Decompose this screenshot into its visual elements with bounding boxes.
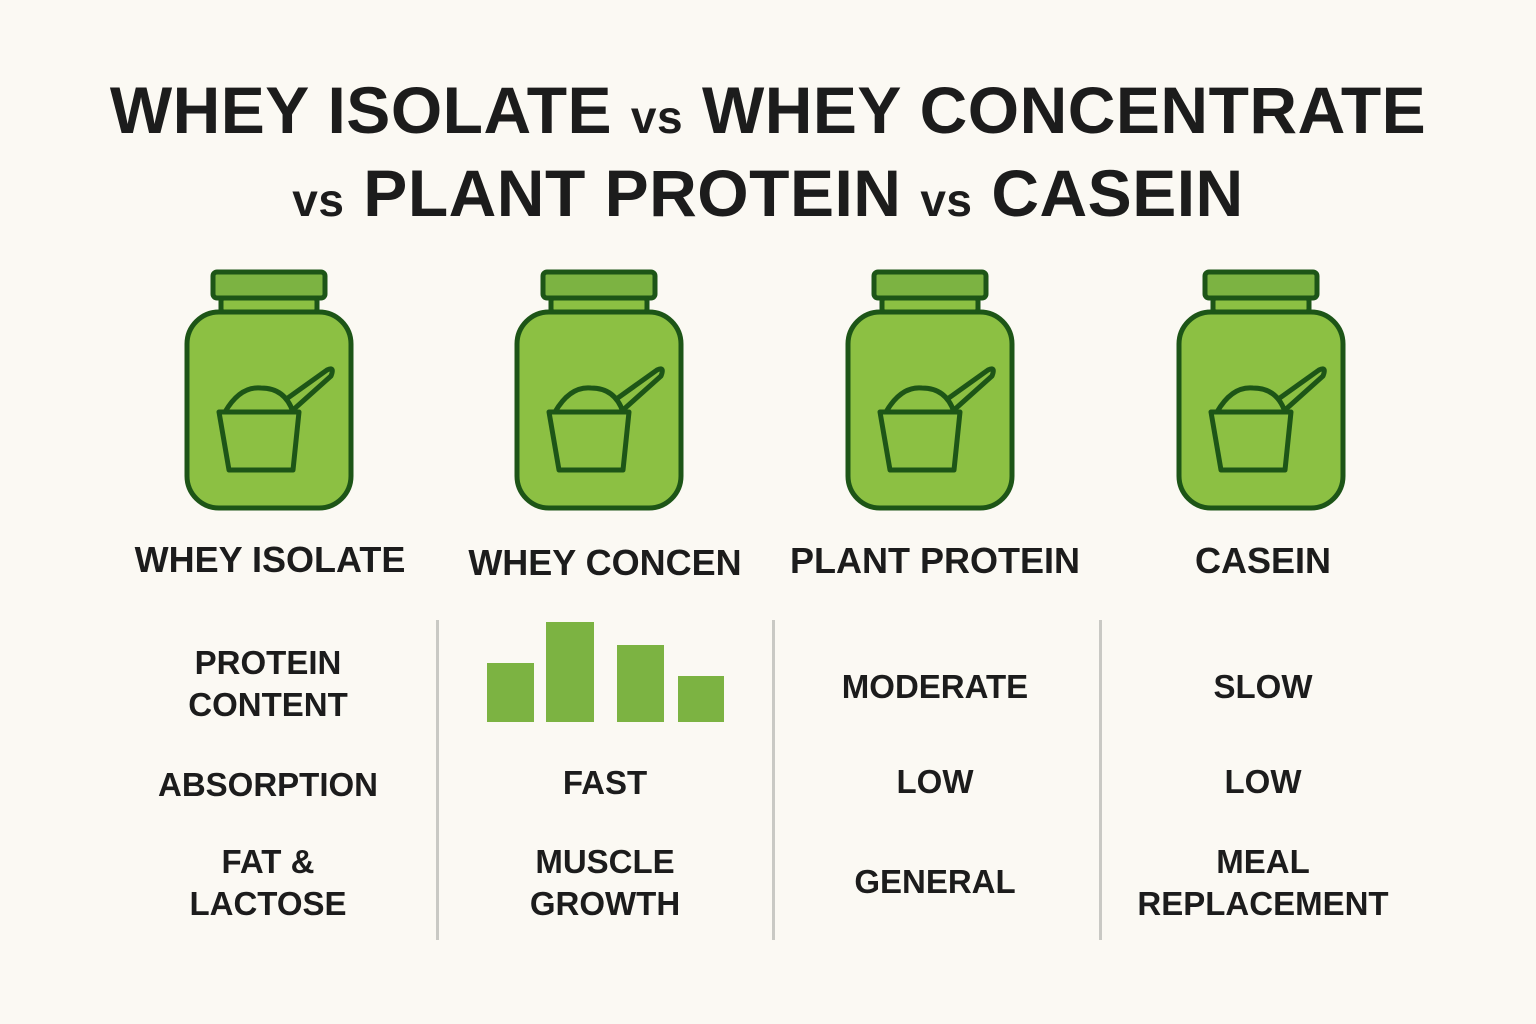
scoop-handle [282, 366, 335, 413]
product-name: PLANT PROTEIN [789, 540, 1080, 581]
scoop-handle [612, 366, 665, 413]
cell: MUSCLE GROWTH [529, 843, 681, 922]
title-vs: vs [920, 174, 973, 226]
title-line: vs PLANT PROTEIN vs CASEIN [0, 155, 1536, 231]
divider [772, 620, 775, 940]
icon-bar [678, 676, 724, 722]
scoop-handle [1274, 366, 1327, 413]
product-name: WHEY CONCEN [468, 542, 742, 583]
scoop-cup [546, 409, 632, 473]
cell: GENERAL [854, 863, 1016, 900]
jar [845, 269, 1015, 511]
cell: FAST [562, 764, 648, 801]
cell: LOW [896, 763, 974, 800]
scoop-handle [943, 366, 996, 413]
title-vs: vs [630, 91, 684, 143]
row-label: ABSORPTION [157, 766, 378, 803]
scoop-powder [883, 385, 957, 415]
cell: SLOW [1213, 668, 1313, 705]
scoop-powder [1214, 385, 1288, 415]
divider [1099, 620, 1102, 940]
cell: MEAL REPLACEMENT [1137, 843, 1389, 922]
jar-cap [210, 269, 328, 301]
icon-bar [546, 622, 594, 722]
bar-icon [487, 622, 724, 722]
title-line: WHEY ISOLATE vs WHEY CONCENTRATE [0, 72, 1536, 148]
row-label: FAT & LACTOSE [189, 843, 347, 922]
product-name: CASEIN [1194, 540, 1332, 581]
scoop-cup [877, 409, 963, 473]
divider [436, 620, 439, 940]
scoop-cup [216, 409, 302, 473]
scoop-powder [552, 385, 626, 415]
row-label: PROTEIN CONTENT [188, 644, 348, 723]
jar [514, 269, 684, 511]
title-part: WHEY CONCENTRATE [701, 73, 1427, 147]
icon-bar [617, 645, 664, 722]
scoop-powder [222, 385, 296, 415]
jar-cap [1202, 269, 1320, 301]
scoop-cup [1208, 409, 1294, 473]
title-vs: vs [292, 174, 345, 226]
jar [1176, 269, 1346, 511]
title-part: WHEY ISOLATE [109, 73, 613, 147]
title-part: CASEIN [991, 156, 1244, 230]
jar-cap [871, 269, 989, 301]
icon-bar [487, 663, 534, 722]
jar-cap [540, 269, 658, 301]
product-name: WHEY ISOLATE [134, 539, 406, 580]
jar [184, 269, 354, 511]
cell: LOW [1224, 763, 1302, 800]
cell: MODERATE [841, 668, 1029, 705]
title-part: PLANT PROTEIN [363, 156, 902, 230]
jars [184, 269, 1346, 511]
